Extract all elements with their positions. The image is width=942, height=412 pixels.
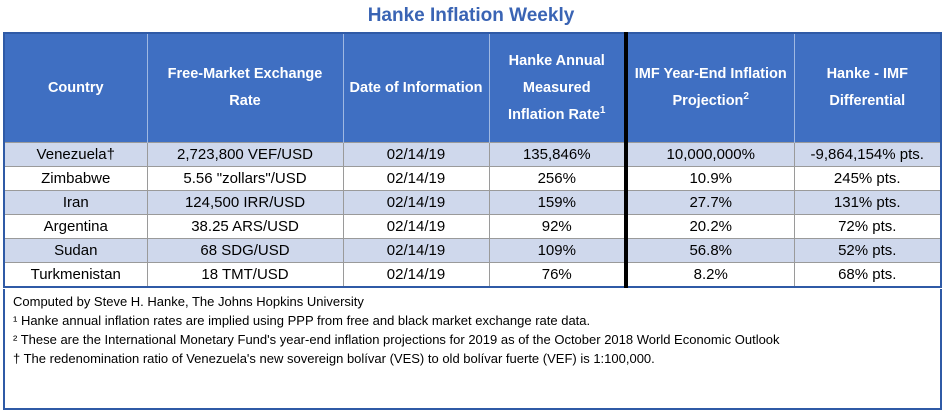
- cell-country: Iran: [3, 190, 148, 215]
- footnote-2: ² These are the International Monetary F…: [13, 332, 780, 347]
- table-row: Turkmenistan 18 TMT/USD 02/14/19 76% 8.2% 68%…: [3, 262, 942, 288]
- table-header-row: Country Free-Market Exchange Rate Date o…: [3, 32, 942, 143]
- header-hanke-rate: Hanke Annual Measured Inflation Rate1: [488, 32, 626, 143]
- table-body: Venezuela† 2,723,800 VEF/USD 02/14/19 135,8…: [3, 142, 942, 288]
- cell-differential: 72% pts.: [793, 214, 942, 239]
- cell-date: 02/14/19: [342, 262, 490, 288]
- cell-hanke-rate: 256%: [488, 166, 627, 191]
- cell-differential: -9,864,154% pts.: [793, 142, 942, 167]
- cell-exchange-rate: 124,500 IRR/USD: [146, 190, 344, 215]
- table-row: Sudan 68 SDG/USD 02/14/19 109% 56.8% 52% pts.: [3, 238, 942, 263]
- cell-date: 02/14/19: [342, 142, 490, 167]
- cell-hanke-rate: 159%: [488, 190, 627, 215]
- cell-imf-projection: 20.2%: [624, 214, 795, 239]
- cell-imf-projection: 10.9%: [624, 166, 795, 191]
- cell-country: Venezuela†: [3, 142, 148, 167]
- cell-country: Argentina: [3, 214, 148, 239]
- cell-exchange-rate: 68 SDG/USD: [146, 238, 344, 263]
- cell-country: Zimbabwe: [3, 166, 148, 191]
- cell-hanke-rate: 76%: [488, 262, 627, 288]
- inflation-table: Country Free-Market Exchange Rate Date o…: [3, 32, 942, 288]
- footnote-dagger: † The redenomination ratio of Venezuela'…: [13, 351, 655, 366]
- cell-differential: 131% pts.: [793, 190, 942, 215]
- cell-differential: 52% pts.: [793, 238, 942, 263]
- cell-date: 02/14/19: [342, 214, 490, 239]
- header-differential: Hanke - IMF Differential: [793, 32, 942, 143]
- header-exchange-rate: Free-Market Exchange Rate: [146, 32, 343, 143]
- footnote-1: ¹ Hanke annual inflation rates are impli…: [13, 313, 591, 328]
- cell-imf-projection: 56.8%: [624, 238, 795, 263]
- header-country: Country: [3, 32, 147, 143]
- footnote-marker-1: 1: [599, 104, 606, 116]
- cell-exchange-rate: 18 TMT/USD: [146, 262, 344, 288]
- page-title: Hanke Inflation Weekly: [367, 5, 575, 26]
- cell-hanke-rate: 135,846%: [488, 142, 627, 167]
- cell-country: Turkmenistan: [3, 262, 148, 288]
- cell-hanke-rate: 109%: [488, 238, 627, 263]
- table-row: Argentina 38.25 ARS/USD 02/14/19 92% 20.2% 72…: [3, 214, 942, 239]
- cell-imf-projection: 27.7%: [624, 190, 795, 215]
- cell-date: 02/14/19: [342, 190, 490, 215]
- table-row: Iran 124,500 IRR/USD 02/14/19 159% 27.7% 131%…: [3, 190, 942, 215]
- footnote-marker-2: 2: [743, 91, 749, 103]
- credit-note: Computed by Steve H. Hanke, The Johns Ho…: [13, 294, 364, 309]
- header-date: Date of Information: [342, 32, 489, 143]
- cell-imf-projection: 8.2%: [624, 262, 795, 288]
- cell-exchange-rate: 2,723,800 VEF/USD: [146, 142, 344, 167]
- header-imf-projection: IMF Year-End Inflation Projection2: [624, 32, 794, 143]
- table-row: Venezuela† 2,723,800 VEF/USD 02/14/19 135,8…: [3, 142, 942, 167]
- cell-country: Sudan: [3, 238, 148, 263]
- cell-date: 02/14/19: [342, 238, 490, 263]
- cell-exchange-rate: 38.25 ARS/USD: [146, 214, 344, 239]
- cell-hanke-rate: 92%: [488, 214, 627, 239]
- cell-imf-projection: 10,000,000%: [624, 142, 795, 167]
- cell-date: 02/14/19: [342, 166, 490, 191]
- cell-differential: 245% pts.: [793, 166, 942, 191]
- cell-differential: 68% pts.: [793, 262, 942, 288]
- footnotes: Computed by Steve H. Hanke, The Johns Ho…: [3, 289, 942, 410]
- table-row: Zimbabwe 5.56 "zollars"/USD 02/14/19 256% 10…: [3, 166, 942, 191]
- cell-exchange-rate: 5.56 "zollars"/USD: [146, 166, 344, 191]
